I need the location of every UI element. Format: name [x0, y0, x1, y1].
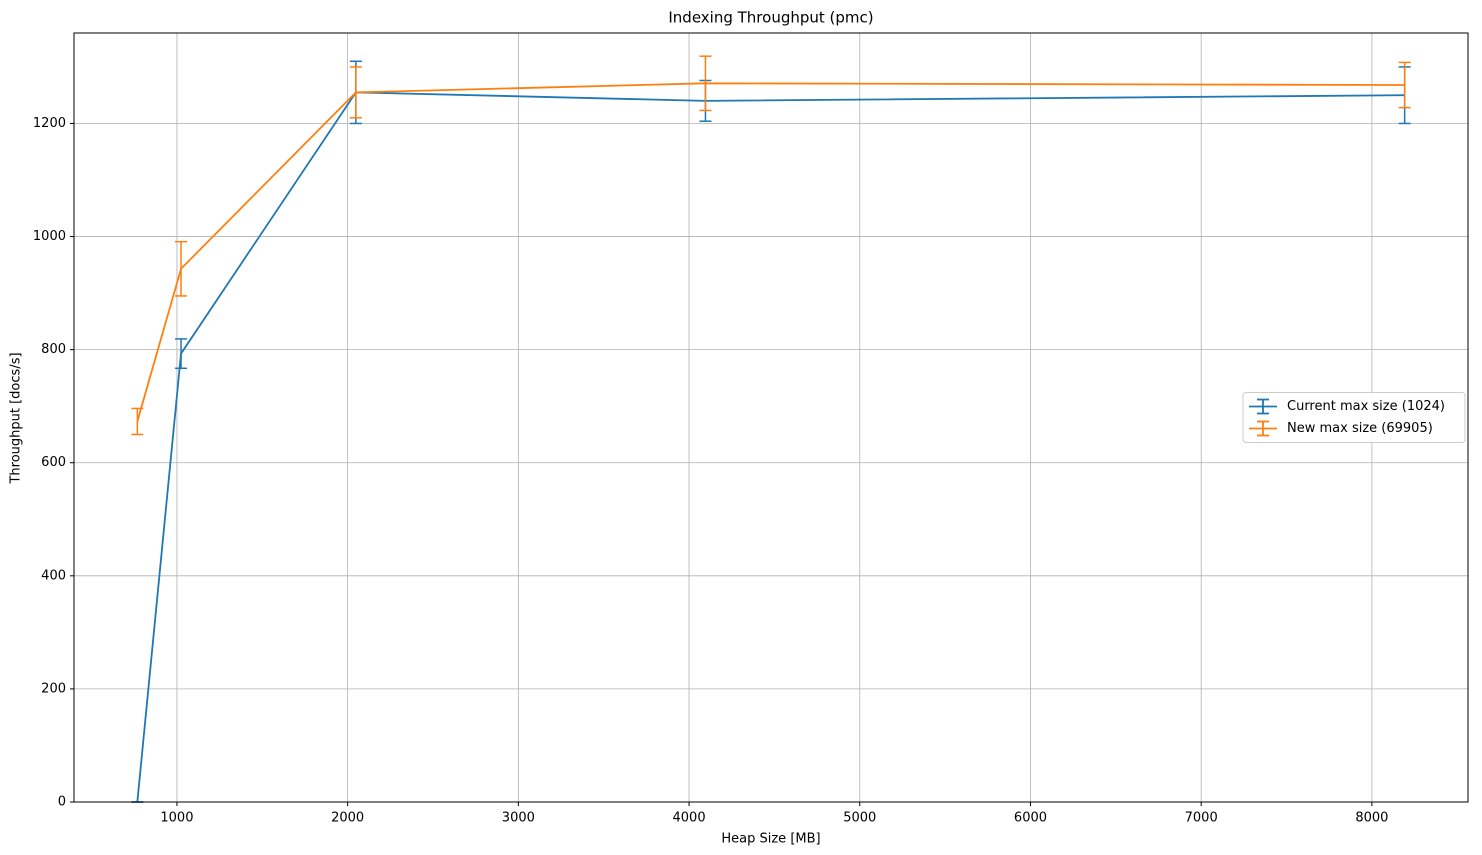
- x-tick-label: 6000: [1014, 811, 1047, 826]
- y-tick-label: 400: [41, 568, 66, 583]
- y-axis-label: Throughput [docs/s]: [9, 352, 24, 484]
- x-tick-label: 1000: [160, 811, 193, 826]
- x-tick-label: 5000: [843, 811, 876, 826]
- error-bar: [1398, 61, 1411, 109]
- y-tick-label: 0: [58, 795, 66, 810]
- error-bar: [699, 55, 712, 112]
- error-bar: [349, 66, 362, 119]
- x-tick-label: 4000: [673, 811, 706, 826]
- x-tick-label: 3000: [502, 811, 535, 826]
- x-tick-label: 2000: [331, 811, 364, 826]
- error-bar: [131, 407, 144, 436]
- legend-marker: [1249, 420, 1277, 437]
- chart-title: Indexing Throughput (pmc): [668, 9, 873, 27]
- legend-label: Current max size (1024): [1287, 399, 1445, 414]
- error-bar: [175, 240, 188, 297]
- x-axis-label: Heap Size [MB]: [721, 832, 820, 847]
- legend-box: [1242, 392, 1466, 443]
- y-tick-label: 1000: [33, 229, 66, 244]
- y-tick-label: 200: [41, 681, 66, 696]
- error-bar: [175, 338, 188, 370]
- y-tick-label: 800: [41, 342, 66, 357]
- y-tick-label: 600: [41, 455, 66, 470]
- plot-frame: [73, 32, 1469, 803]
- y-tick-label: 1200: [33, 116, 66, 131]
- legend-label: New max size (69905): [1287, 421, 1433, 436]
- x-tick-label: 8000: [1355, 811, 1388, 826]
- legend-marker: [1249, 398, 1277, 415]
- series-line: [136, 91, 1405, 803]
- x-tick-label: 7000: [1185, 811, 1218, 826]
